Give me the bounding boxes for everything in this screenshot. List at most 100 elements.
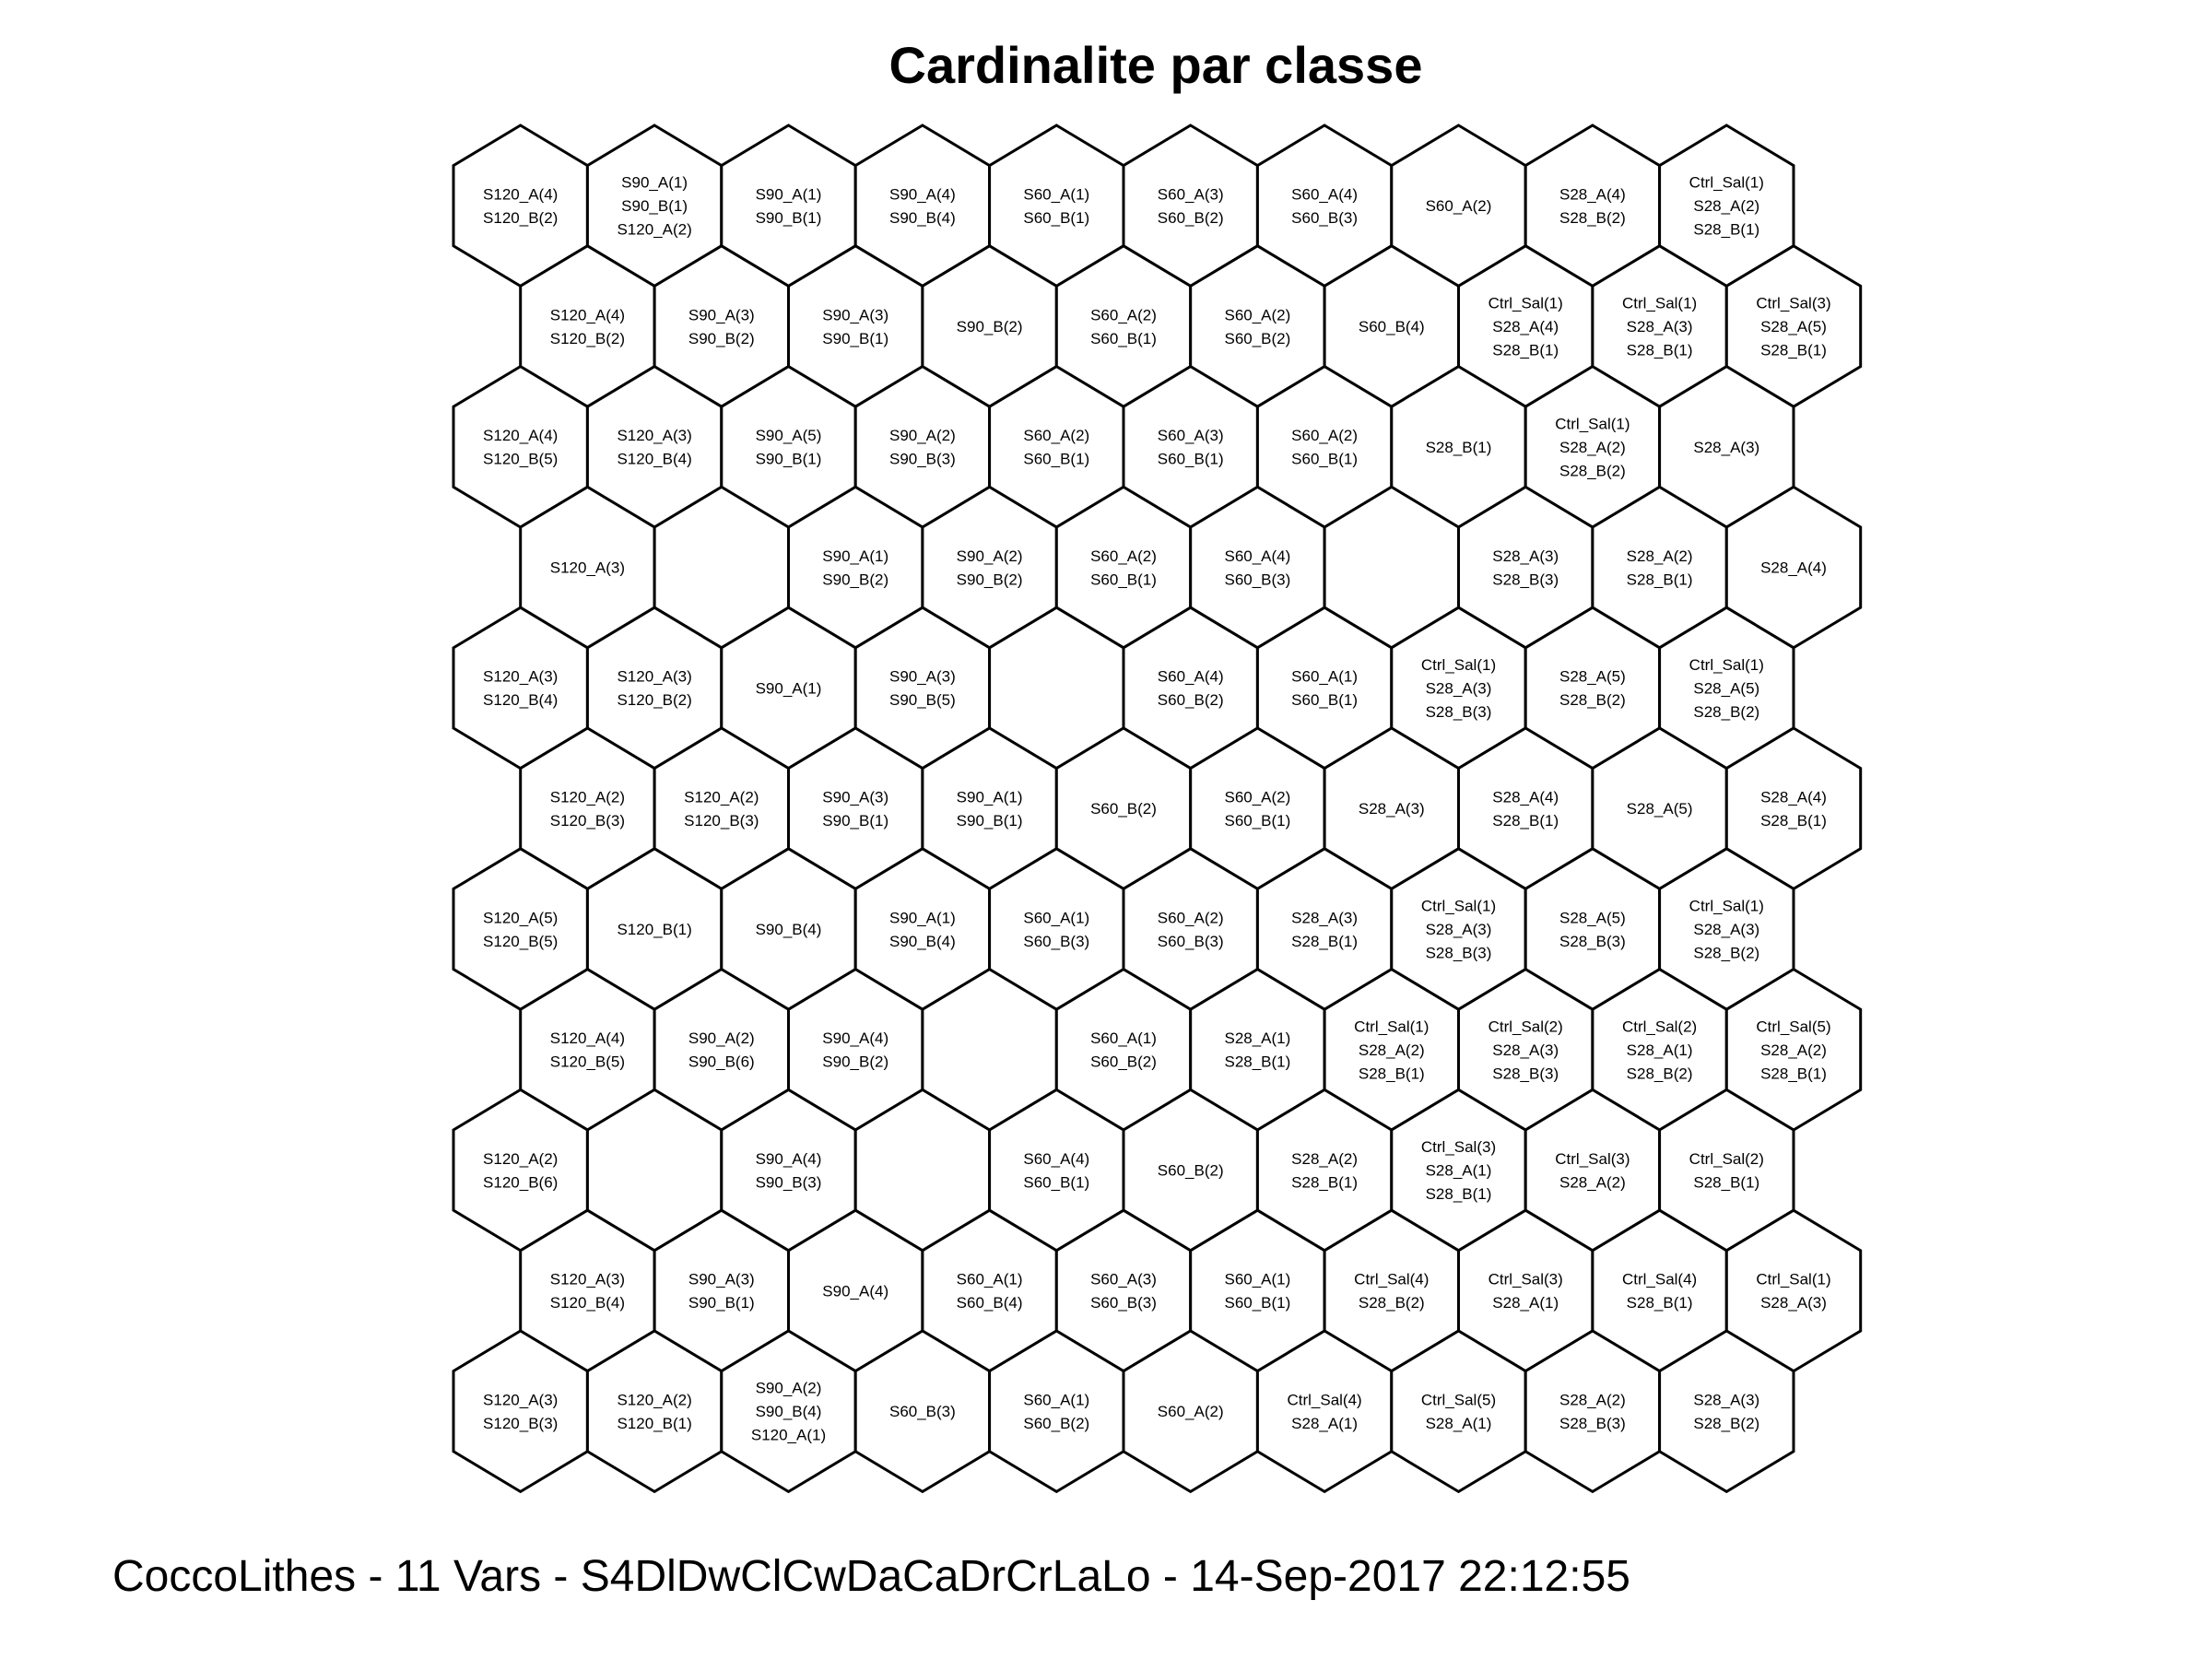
hex-cell: S90_A(3) S90_B(1): [653, 1208, 790, 1373]
cell-label: S60_B(3): [1023, 933, 1089, 950]
hex-cell: S28_A(2) S28_B(3): [1524, 1329, 1662, 1494]
hex-cell: S60_A(1) S60_B(1): [1255, 606, 1394, 771]
hex-cell: S90_A(2) S90_B(3): [853, 364, 992, 529]
cell-label: S60_B(1): [1090, 571, 1157, 588]
cell-label: S60_B(3): [1291, 209, 1358, 227]
hex-cell: S90_A(1): [720, 606, 857, 771]
cell-label: Ctrl_Sal(2): [1622, 1018, 1697, 1035]
hex-cell: Ctrl_Sal(1) S28_A(2) S28_B(2): [1524, 364, 1662, 529]
cell-label: S60_A(2): [1224, 306, 1290, 324]
cell-label: S28_B(1): [1492, 342, 1559, 359]
hex-cell: S28_A(3) S28_B(1): [1255, 847, 1394, 1011]
cell-label: S28_A(5): [1760, 318, 1827, 335]
cell-label: S28_B(1): [1627, 1294, 1693, 1312]
cell-label: S120_B(5): [550, 1053, 625, 1071]
cell-label: S120_A(3): [550, 1271, 625, 1288]
cell-label: S60_B(2): [1224, 330, 1290, 347]
hex-cell: Ctrl_Sal(1) S28_A(3): [1724, 1208, 1863, 1373]
hex-cell: S120_A(2) S120_B(6): [452, 1088, 589, 1253]
hex-cell: S28_A(3): [1658, 364, 1795, 529]
cell-label: S60_B(1): [1023, 209, 1089, 227]
cell-label: S28_A(1): [1426, 1415, 1492, 1432]
cell-label: S120_A(2): [483, 1150, 558, 1168]
cell-label: S90_A(2): [688, 1030, 755, 1047]
hex-cell: Ctrl_Sal(2) S28_B(1): [1658, 1088, 1795, 1253]
cell-label: S60_A(2): [1090, 306, 1157, 324]
cell-label: S90_B(4): [756, 921, 822, 938]
hex-cell: S60_B(4): [1323, 244, 1460, 408]
cell-label: S90_A(2): [889, 427, 956, 444]
hex-cell: S90_A(1) S90_B(1): [720, 124, 857, 288]
cell-label: S90_B(2): [957, 571, 1023, 588]
hex-cell: S120_A(2) S120_B(3): [653, 726, 790, 891]
hex-cell: S90_A(1) S90_B(4): [853, 847, 992, 1011]
cell-label: Ctrl_Sal(1): [1421, 656, 1496, 674]
cell-label: S120_B(1): [617, 921, 691, 938]
cell-label: S90_B(1): [822, 812, 888, 830]
cell-label: S60_A(1): [1023, 909, 1089, 926]
cell-label: S28_A(3): [1492, 547, 1559, 565]
cell-label: S120_A(3): [550, 559, 625, 577]
cell-label: S60_A(2): [1158, 909, 1224, 926]
cell-label: S28_A(3): [1627, 318, 1693, 335]
cell-label: Ctrl_Sal(1): [1756, 1271, 1830, 1288]
cell-label: S90_B(2): [822, 571, 888, 588]
cell-label: Ctrl_Sal(5): [1421, 1391, 1496, 1408]
cell-label: S28_B(2): [1693, 945, 1759, 962]
cell-label: S90_B(5): [889, 691, 956, 709]
cell-label: Ctrl_Sal(4): [1622, 1271, 1697, 1288]
cell-label: S28_B(3): [1559, 933, 1626, 950]
cell-label: S60_B(1): [1224, 812, 1290, 830]
hex-cell: Ctrl_Sal(2) S28_A(1) S28_B(2): [1591, 967, 1728, 1132]
cell-label: S120_A(4): [483, 427, 558, 444]
cell-label: S60_A(1): [957, 1271, 1023, 1288]
cell-label: S90_B(2): [688, 330, 755, 347]
cell-label: S60_B(3): [1090, 1294, 1157, 1312]
cell-label: S28_B(3): [1559, 1415, 1626, 1432]
cell-label: Ctrl_Sal(3): [1488, 1271, 1563, 1288]
cell-label: S28_B(1): [1426, 439, 1492, 456]
cell-label: Ctrl_Sal(1): [1689, 656, 1764, 674]
cell-label: Ctrl_Sal(1): [1555, 415, 1630, 432]
cell-label: S60_A(2): [1090, 547, 1157, 565]
cell-label: S28_B(1): [1627, 571, 1693, 588]
cell-label: S60_B(4): [1359, 318, 1425, 335]
hex-cell: S120_A(4) S120_B(2): [519, 244, 656, 408]
cell-label: S120_A(2): [617, 221, 691, 239]
cell-label: S120_A(2): [550, 788, 625, 806]
cell-label: S60_B(1): [1158, 451, 1224, 468]
cell-label: S120_B(2): [617, 691, 691, 709]
cell-label: Ctrl_Sal(2): [1488, 1018, 1563, 1035]
cell-label: S28_B(2): [1559, 209, 1626, 227]
cell-label: S28_A(3): [1693, 1391, 1759, 1408]
cell-label: S28_B(1): [1760, 812, 1827, 830]
cell-label: S28_A(3): [1291, 909, 1358, 926]
cell-label: S60_A(1): [1291, 668, 1358, 686]
cell-label: Ctrl_Sal(4): [1354, 1271, 1429, 1288]
cell-label: S60_B(1): [1291, 691, 1358, 709]
cell-label: S28_A(3): [1426, 679, 1492, 697]
hex-cell: Ctrl_Sal(4) S28_A(1): [1255, 1329, 1394, 1494]
cell-label: S60_A(2): [1023, 427, 1089, 444]
hex-cell: S90_A(4) S90_B(3): [720, 1088, 857, 1253]
cell-label: S60_A(3): [1090, 1271, 1157, 1288]
cell-label: S28_B(1): [1693, 1173, 1759, 1191]
cell-label: S90_A(4): [889, 185, 956, 203]
hex-cell: S60_A(2): [1122, 1329, 1259, 1494]
cell-label: S60_A(4): [1158, 668, 1224, 686]
hex-cell: S60_A(1) S60_B(2): [988, 1329, 1125, 1494]
cell-label: S90_B(2): [822, 1053, 888, 1071]
cell-label: S90_A(5): [756, 427, 822, 444]
cell-label: S90_A(1): [822, 547, 888, 565]
cell-label: S120_B(4): [483, 691, 558, 709]
cell-label: Ctrl_Sal(1): [1354, 1018, 1429, 1035]
cell-label: Ctrl_Sal(1): [1689, 174, 1764, 192]
cell-label: S60_B(2): [1090, 1053, 1157, 1071]
cell-label: S120_B(3): [483, 1415, 558, 1432]
hex-cell: S120_A(4) S120_B(5): [452, 364, 589, 529]
cell-label: S28_A(2): [1559, 1173, 1626, 1191]
cell-label: Ctrl_Sal(3): [1555, 1150, 1630, 1168]
hex-cell: S60_A(1) S60_B(3): [988, 847, 1125, 1011]
cell-label: S28_A(5): [1627, 800, 1693, 818]
cell-label: S28_A(4): [1760, 559, 1827, 577]
